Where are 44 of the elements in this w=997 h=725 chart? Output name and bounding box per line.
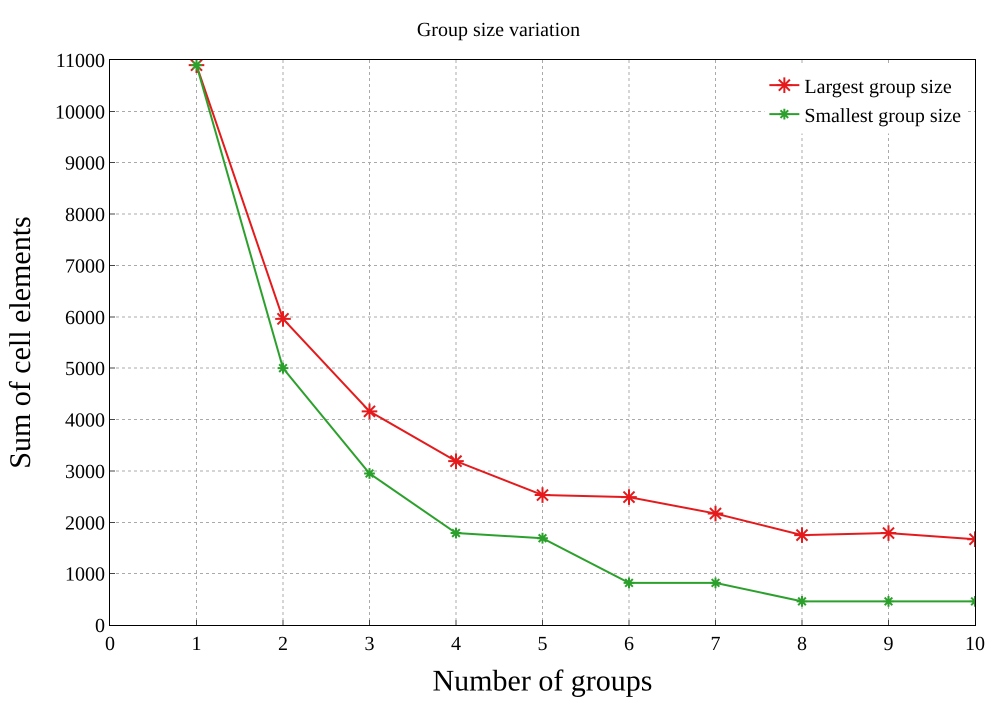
legend-label: Largest group size	[804, 76, 952, 98]
point	[534, 486, 552, 504]
y-tick-label: 10000	[55, 101, 105, 124]
chart-title: Group size variation	[416, 18, 580, 41]
point	[450, 526, 462, 540]
point	[709, 576, 722, 590]
x-tick-label: 5	[538, 633, 548, 655]
point	[274, 310, 292, 328]
point	[536, 532, 549, 545]
y-tick-label: 2000	[65, 512, 105, 534]
point	[363, 467, 376, 480]
point	[360, 402, 378, 420]
point	[706, 504, 724, 522]
y-tick-label: 7000	[65, 255, 105, 278]
point	[190, 60, 203, 72]
y-tick-label: 11000	[56, 50, 105, 72]
x-tick-label: 7	[710, 633, 720, 655]
x-tick-label: 8	[797, 633, 807, 655]
point	[793, 526, 811, 544]
y-tick-label: 5000	[65, 358, 105, 380]
point	[622, 576, 636, 590]
point	[447, 452, 465, 470]
point	[620, 488, 638, 506]
point	[276, 362, 290, 375]
x-tick-label: 3	[364, 633, 374, 655]
y-tick-label: 4000	[65, 410, 105, 432]
y-tick-label: 3000	[65, 460, 105, 483]
x-tick-label: 2	[278, 633, 288, 655]
x-tick-label: 1	[192, 633, 202, 655]
x-tick-label: 4	[451, 633, 461, 655]
y-tick-label: 8000	[65, 204, 105, 226]
y-tick-label: 0	[95, 615, 105, 637]
x-tick-label: 6	[624, 633, 634, 655]
x-tick-label: 10	[965, 633, 985, 655]
x-axis-title: Number of groups	[432, 664, 652, 698]
y-axis-title: Sum of cell elements	[4, 216, 37, 469]
legend-label: Smallest group size	[804, 104, 962, 127]
point	[796, 594, 808, 608]
y-tick-label: 1000	[65, 564, 105, 586]
y-tick-label: 6000	[65, 306, 105, 329]
point	[880, 524, 898, 542]
point	[882, 594, 895, 608]
x-tick-label: 9	[884, 633, 894, 655]
y-tick-label: 9000	[65, 152, 105, 175]
